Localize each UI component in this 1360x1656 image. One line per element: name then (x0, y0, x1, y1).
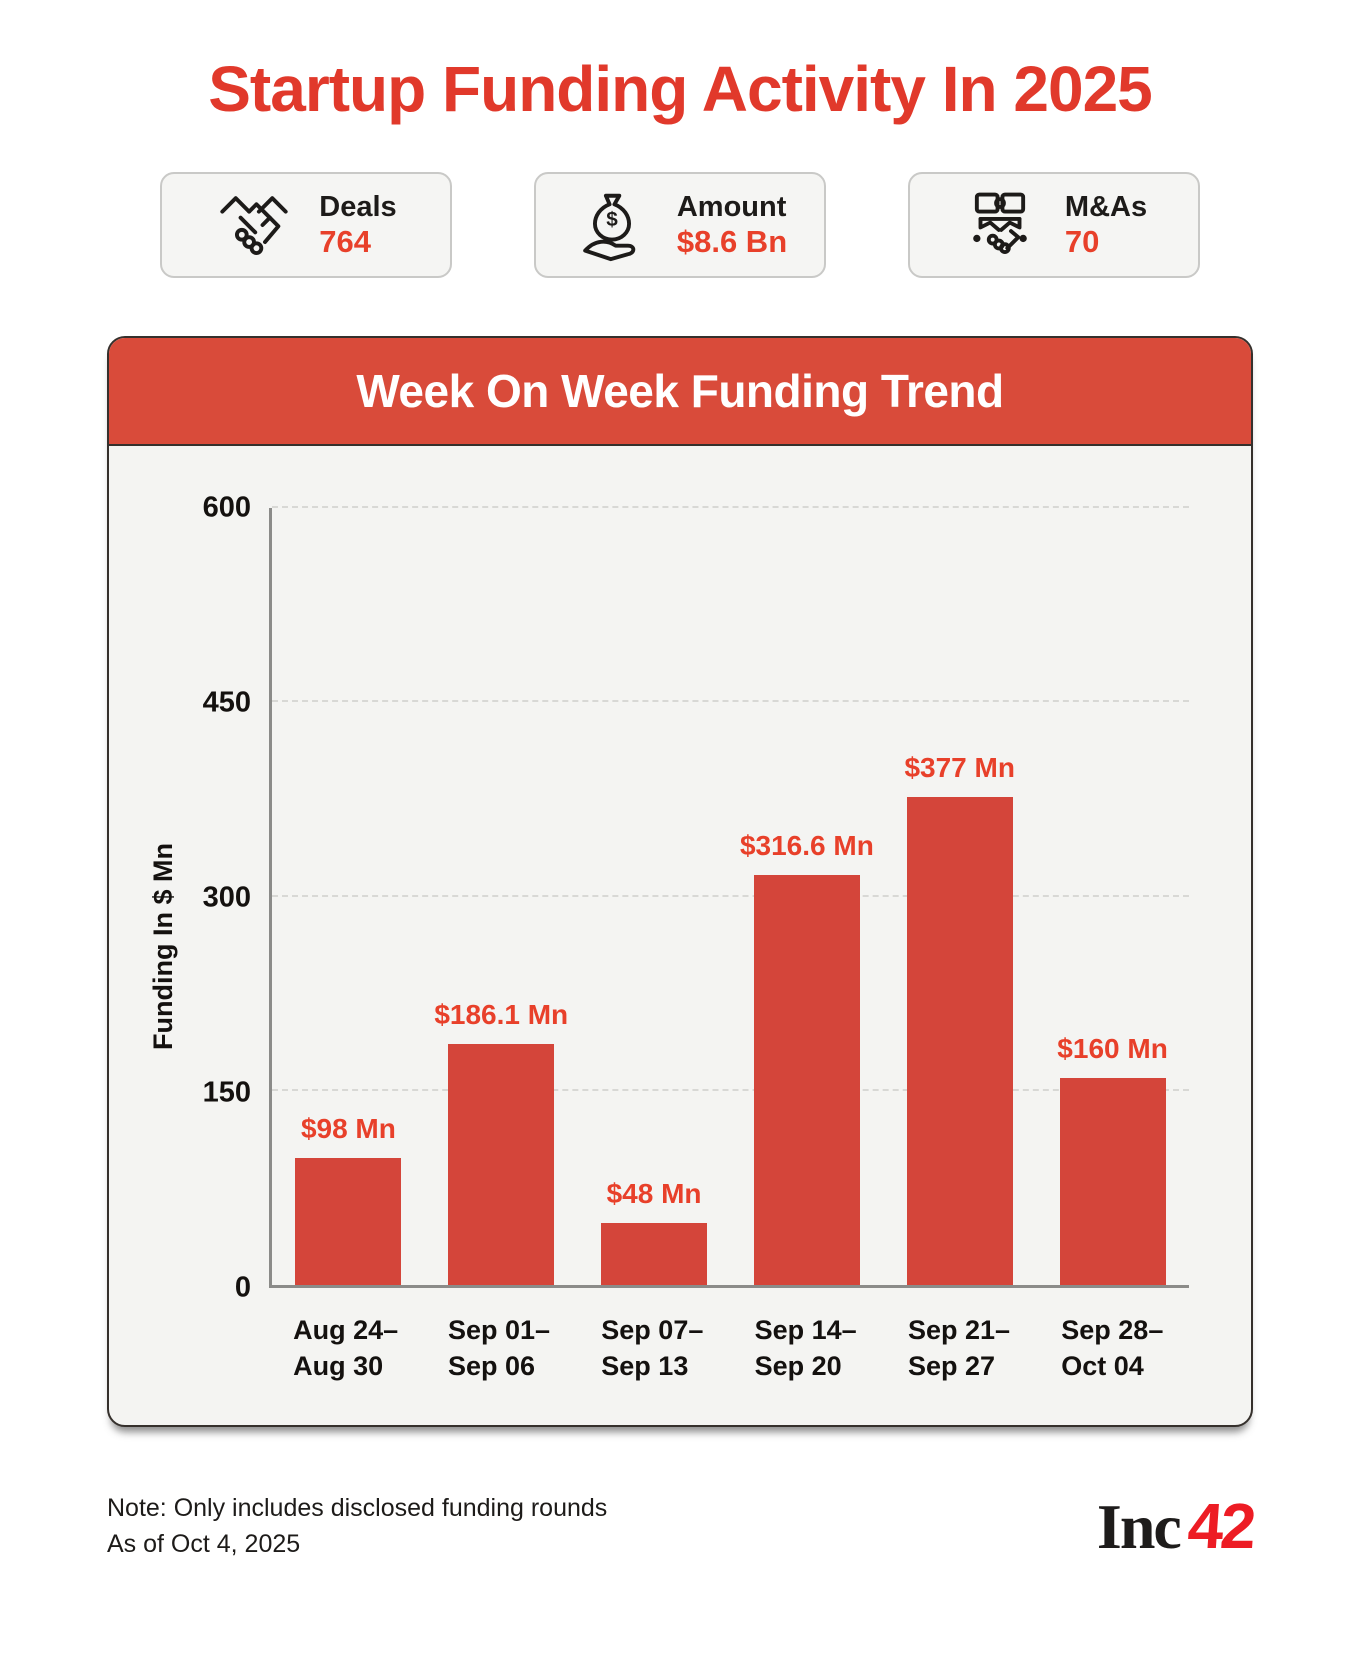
stat-label-deals: Deals (319, 190, 397, 223)
page-title: Startup Funding Activity In 2025 (208, 53, 1153, 125)
stat-value-mas: 70 (1064, 223, 1100, 259)
bar-chart: Funding In $ Mn 0 150 300 450 600 $98 Mn $186… (137, 492, 1189, 1385)
bar-value-label: $316.6 Mn (739, 830, 874, 862)
bar-value-label: $377 Mn (904, 751, 1015, 783)
money-bag-hand-icon: $ (583, 193, 636, 262)
gridline-300 (272, 894, 1189, 897)
inc42-logo-inc: Inc (1096, 1490, 1182, 1562)
handshake-icon (220, 196, 288, 255)
chart-title: Week On Week Funding Trend (356, 365, 1004, 417)
y-tick-label: 600 (202, 491, 251, 524)
chart-header: Week On Week Funding Trend (109, 338, 1251, 446)
bar-value-label: $186.1 Mn (434, 999, 569, 1031)
x-labels: Aug 24– Aug 30 Sep 01– Sep 06 Sep 07– Sep … (269, 1312, 1189, 1385)
bar-value-label: $98 Mn (300, 1113, 396, 1145)
stat-card-deals: Deals 764 (160, 172, 452, 278)
y-tick-label: 300 (202, 881, 251, 914)
x-label: Sep 01– Sep 06 (447, 1315, 551, 1382)
stat-text: Deals 764 (319, 191, 396, 260)
stat-card-mas: M&As 70 (908, 172, 1200, 278)
bar-value-label: $160 Mn (1057, 1032, 1168, 1064)
inc42-logo-42: 42 (1185, 1489, 1256, 1562)
footnote-line2: As of Oct 4, 2025 (107, 1530, 301, 1559)
footnote: Note: Only includes disclosed funding ro… (107, 1490, 607, 1563)
y-tick-label: 0 (234, 1271, 251, 1304)
stat-text: Amount $8.6 Bn (677, 191, 787, 260)
stat-text: M&As 70 (1065, 191, 1147, 260)
bar-value-label: $48 Mn (606, 1177, 702, 1209)
x-label: Sep 28– Oct 04 (1061, 1315, 1164, 1382)
plot-column: $98 Mn $186.1 Mn $48 Mn $316.6 Mn $377 Mn $16… (269, 506, 1189, 1385)
bar-slot: $316.6 Mn (730, 508, 883, 1285)
y-ticks: 0 150 300 450 600 (189, 492, 269, 1304)
footer: Note: Only includes disclosed funding ro… (107, 1489, 1256, 1564)
gridline-600 (272, 506, 1189, 508)
bar (448, 1044, 555, 1285)
merger-handshake-icon (973, 192, 1027, 255)
stat-label-amount: Amount (676, 190, 787, 223)
bar-slot: $98 Mn (272, 508, 425, 1285)
bar-slot: $48 Mn (578, 508, 731, 1285)
x-label: Aug 24– Aug 30 (293, 1315, 399, 1382)
stat-card-amount: $ Amount $8.6 Bn (534, 172, 826, 278)
stat-value-amount: $8.6 Bn (676, 223, 788, 259)
bar (753, 875, 860, 1285)
x-label: Sep 07– Sep 13 (601, 1315, 704, 1382)
gridline-450 (272, 700, 1189, 703)
bar-slot: $160 Mn (1036, 508, 1189, 1285)
bar (1059, 1077, 1166, 1285)
stat-label-mas: M&As (1064, 190, 1148, 223)
y-tick-label: 450 (202, 686, 251, 719)
bar (295, 1158, 402, 1285)
bar-slot: $377 Mn (883, 508, 1036, 1285)
bars: $98 Mn $186.1 Mn $48 Mn $316.6 Mn $377 Mn $16… (272, 508, 1189, 1285)
bar-slot: $186.1 Mn (425, 508, 578, 1285)
plot-area: $98 Mn $186.1 Mn $48 Mn $316.6 Mn $377 Mn $16… (269, 506, 1189, 1288)
gridline-150 (272, 1088, 1189, 1091)
gridlines (272, 506, 1189, 1285)
bar (601, 1222, 708, 1285)
footnote-line1: Note: Only includes disclosed funding ro… (107, 1494, 608, 1523)
y-axis-title-column: Funding In $ Mn (137, 508, 189, 1385)
svg-text:$: $ (606, 208, 618, 231)
chart-body: Funding In $ Mn 0 150 300 450 600 $98 Mn $186… (109, 446, 1251, 1425)
x-label: Sep 14– Sep 20 (754, 1315, 857, 1382)
inc42-logo: Inc 42 (1096, 1489, 1256, 1564)
x-label: Sep 21– Sep 27 (907, 1315, 1011, 1382)
stats-row: Deals 764 $ Amount $8.6 Bn (0, 172, 1360, 278)
chart-panel: Week On Week Funding Trend Funding In $ … (107, 336, 1253, 1427)
y-axis-title: Funding In $ Mn (147, 842, 178, 1050)
y-tick-label: 150 (202, 1076, 251, 1109)
bar (906, 796, 1013, 1285)
stat-value-deals: 764 (319, 223, 372, 259)
